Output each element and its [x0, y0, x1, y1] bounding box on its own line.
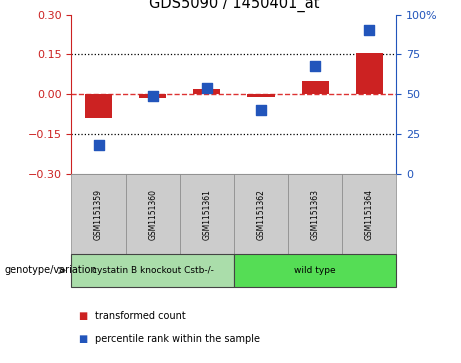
Text: GSM1151359: GSM1151359 [94, 189, 103, 240]
Text: ■: ■ [78, 334, 88, 344]
Text: transformed count: transformed count [95, 311, 185, 321]
Bar [193, 89, 220, 94]
Point [95, 143, 102, 148]
Bar [301, 81, 329, 94]
Point [366, 28, 373, 33]
Text: GSM1151362: GSM1151362 [256, 189, 266, 240]
Point [203, 85, 211, 91]
Bar [85, 94, 112, 118]
Text: GSM1151361: GSM1151361 [202, 189, 212, 240]
Text: cystatin B knockout Cstb-/-: cystatin B knockout Cstb-/- [92, 266, 213, 275]
Text: wild type: wild type [295, 266, 336, 275]
Text: GSM1151360: GSM1151360 [148, 189, 157, 240]
Point [257, 107, 265, 113]
Text: genotype/variation: genotype/variation [5, 265, 97, 276]
Text: percentile rank within the sample: percentile rank within the sample [95, 334, 260, 344]
Title: GDS5090 / 1450401_at: GDS5090 / 1450401_at [149, 0, 319, 12]
Text: ■: ■ [78, 311, 88, 321]
Bar [139, 94, 166, 98]
Text: GSM1151364: GSM1151364 [365, 189, 374, 240]
Bar [248, 94, 275, 97]
Point [312, 63, 319, 69]
Bar [356, 53, 383, 94]
Text: GSM1151363: GSM1151363 [311, 189, 320, 240]
Point [149, 93, 156, 99]
